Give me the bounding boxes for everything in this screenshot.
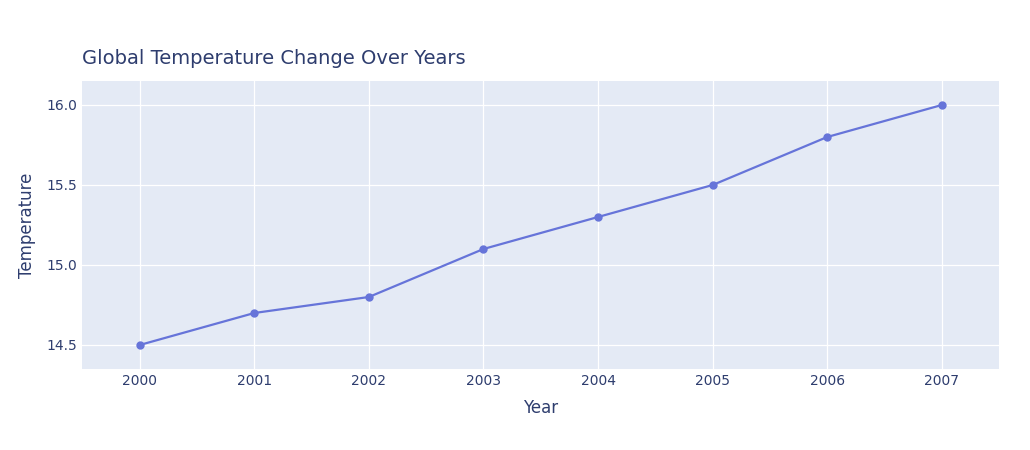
Y-axis label: Temperature: Temperature [18, 172, 36, 278]
X-axis label: Year: Year [523, 399, 558, 417]
Text: Global Temperature Change Over Years: Global Temperature Change Over Years [82, 50, 466, 68]
